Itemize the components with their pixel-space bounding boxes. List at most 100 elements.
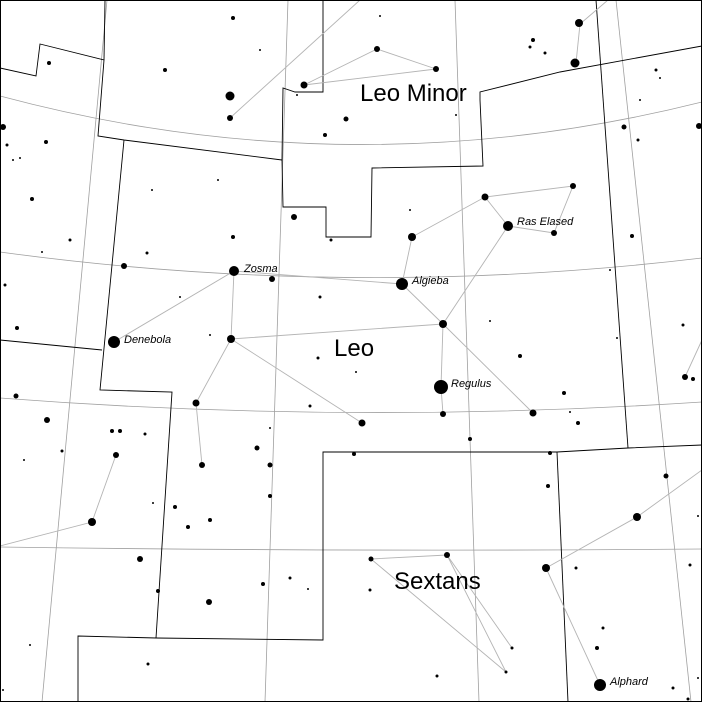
boundary-line [155,444,702,641]
star [227,335,235,343]
star [682,374,688,380]
boundary-line [103,0,106,61]
star [3,283,7,287]
star [268,494,272,498]
figure-line [113,185,574,343]
grid-declination-arc [0,251,702,278]
star [269,276,275,282]
star [12,159,14,161]
star [60,449,64,453]
boundary-line [479,45,702,100]
star [681,323,685,327]
star [192,399,200,407]
star [574,566,578,570]
star-label-alphard: Alphard [609,676,649,688]
star [225,91,235,101]
star [409,209,411,211]
star [444,552,450,558]
star [663,473,669,479]
star [47,61,51,65]
star [121,263,127,269]
star [259,49,261,51]
constellation-label-leo-minor: Leo Minor [360,80,467,107]
star [110,429,114,433]
star [609,269,611,271]
star [697,515,699,517]
figure-line [684,339,702,378]
star [659,77,661,79]
star [44,140,48,144]
star [468,437,472,441]
figure-line [229,0,361,119]
star [688,563,692,567]
star [108,336,120,348]
star [163,68,167,72]
star [19,157,21,159]
star [291,214,297,220]
star [186,525,190,529]
figure-line [195,338,232,466]
constellation-label-leo: Leo [334,335,374,362]
grid-declination-arc [0,546,702,551]
boundary-line [281,99,484,238]
star [227,115,233,121]
star [316,356,320,360]
star [29,644,31,646]
star [601,626,605,630]
star [374,46,380,52]
grid-ra-line [264,0,289,702]
figure-line [370,554,507,673]
star [151,189,153,191]
star [15,326,19,330]
star [636,138,640,142]
star [575,19,583,27]
star-label-algieba: Algieba [411,275,449,287]
star [118,429,122,433]
star [489,320,491,322]
star [323,133,327,137]
star [355,371,357,373]
boundary-line [0,339,103,351]
star [288,576,292,580]
star [481,193,489,201]
star [206,599,212,605]
star [368,588,372,592]
star [621,124,627,130]
star [5,143,9,147]
figure-line [545,567,601,686]
star [528,45,532,49]
star [691,377,695,381]
star [503,221,513,231]
star [156,589,160,593]
star [318,295,322,299]
star [616,337,618,339]
star [329,238,333,242]
star [231,16,235,20]
star [2,689,4,691]
star [433,66,439,72]
star [300,81,308,89]
boundary-line [281,0,324,161]
star [455,114,457,116]
star [542,564,550,572]
figure-line [303,48,437,86]
star [686,697,690,701]
star [562,391,566,395]
boundary-line [0,43,283,161]
figure-line [446,554,513,649]
star [208,518,212,522]
stars [0,15,702,701]
star [68,238,72,242]
grid-ra-line [454,0,480,702]
star [0,124,6,130]
star [379,15,381,17]
star [697,677,699,679]
boundary-line [556,451,569,702]
star [44,417,50,423]
figure-line [230,338,363,424]
star [173,505,177,509]
star [267,462,273,468]
star [439,320,447,328]
star-label-zosma: Zosma [243,263,278,275]
star [308,404,312,408]
